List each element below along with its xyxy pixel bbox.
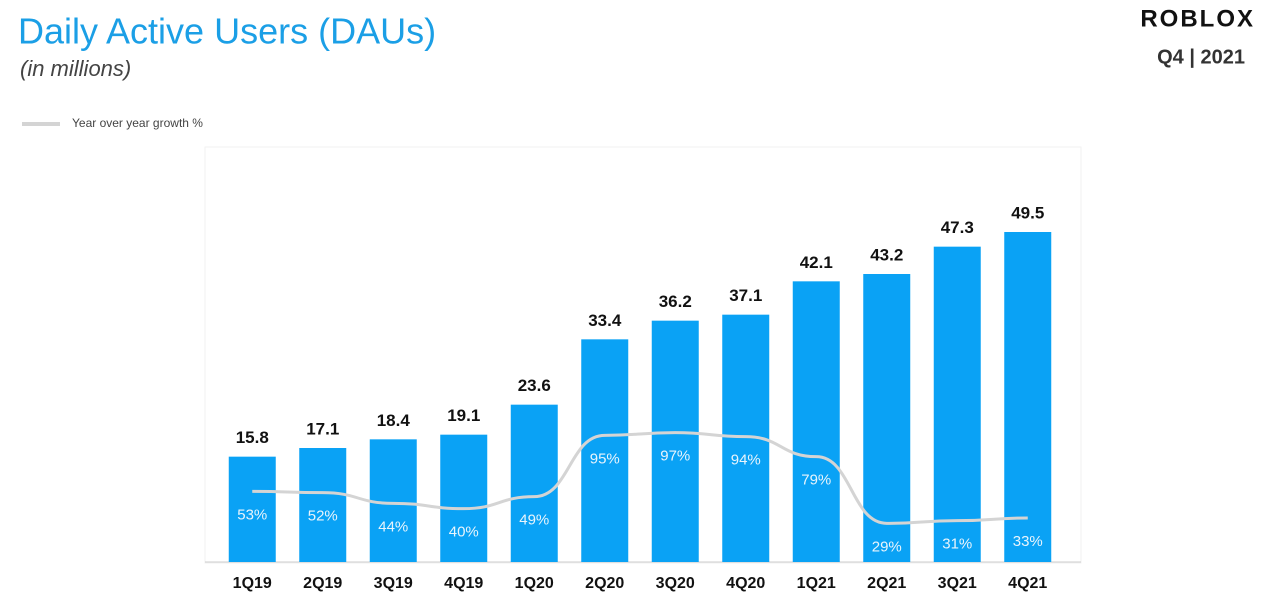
bar	[792, 281, 840, 562]
data-label: 23.6	[518, 376, 551, 395]
data-label: 47.3	[941, 218, 974, 237]
growth-label: 29%	[872, 538, 902, 555]
growth-label: 53%	[237, 506, 267, 523]
x-tick-label: 4Q19	[444, 575, 483, 592]
growth-label: 31%	[942, 536, 972, 553]
bar	[651, 320, 699, 562]
data-label: 19.1	[447, 406, 480, 425]
data-label: 42.1	[800, 253, 833, 272]
plot-frame	[204, 146, 1082, 564]
data-label: 43.2	[870, 245, 903, 264]
bar	[299, 448, 347, 562]
x-tick-label: 1Q19	[233, 575, 272, 592]
growth-label: 95%	[590, 450, 620, 467]
bar	[228, 456, 276, 562]
data-label: 33.4	[588, 311, 622, 330]
growth-label: 94%	[731, 452, 761, 469]
x-tick-label: 3Q19	[374, 575, 413, 592]
bar	[581, 339, 629, 562]
bar	[1004, 232, 1052, 562]
x-tick-label: 4Q21	[1008, 575, 1047, 592]
legend-label: Year over year growth %	[72, 116, 203, 130]
growth-label: 52%	[308, 508, 338, 525]
period-label: Q4 | 2021	[1157, 46, 1245, 68]
growth-label: 44%	[378, 518, 408, 535]
chart-title: Daily Active Users (DAUs)	[18, 11, 436, 52]
x-tick-label: 1Q20	[515, 575, 554, 592]
growth-line	[252, 431, 1028, 525]
brand-logo: ROBLOX	[1140, 5, 1255, 32]
growth-label: 49%	[519, 512, 549, 529]
bar	[933, 246, 981, 562]
chart-subtitle: (in millions)	[20, 56, 131, 81]
x-tick-label: 1Q21	[797, 575, 836, 592]
x-tick-label: 4Q20	[726, 575, 765, 592]
growth-label: 79%	[801, 472, 831, 489]
data-label: 18.4	[377, 411, 411, 430]
bar	[863, 274, 911, 562]
data-label: 37.1	[729, 286, 762, 305]
bar	[510, 404, 558, 562]
growth-label: 97%	[660, 448, 690, 465]
x-tick-label: 3Q21	[938, 575, 977, 592]
x-tick-label: 2Q20	[585, 575, 624, 592]
bar	[440, 434, 488, 562]
x-tick-label: 2Q19	[303, 575, 342, 592]
growth-label: 40%	[449, 524, 479, 541]
bar	[369, 439, 417, 562]
x-tick-label: 3Q20	[656, 575, 695, 592]
growth-label: 33%	[1013, 533, 1043, 550]
data-label: 49.5	[1011, 203, 1044, 222]
x-tick-label: 2Q21	[867, 575, 906, 592]
data-label: 36.2	[659, 292, 692, 311]
data-label: 15.8	[236, 428, 269, 447]
data-label: 17.1	[306, 419, 339, 438]
